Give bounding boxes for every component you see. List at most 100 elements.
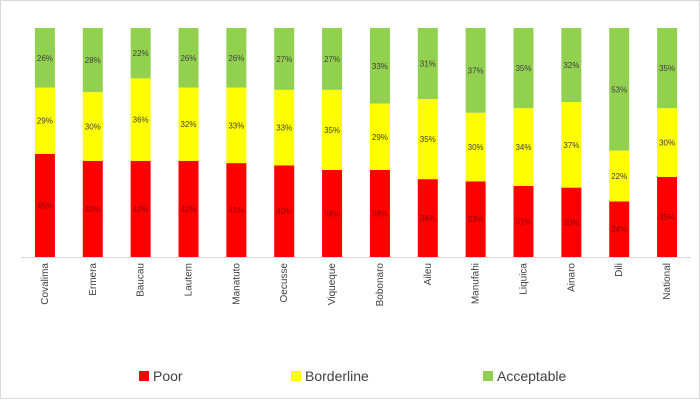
data-label-acceptable-liquica: 35%: [515, 64, 531, 73]
data-label-borderline-oecusse: 33%: [276, 124, 292, 133]
category-label-aileu: Aileu: [423, 263, 434, 285]
data-label-borderline-national: 30%: [659, 139, 675, 148]
legend: Poor Borderline Acceptable: [139, 368, 566, 384]
bar-poor-manatuto: [226, 163, 247, 257]
bar-poor-covalima: [34, 153, 55, 257]
bar-poor-ermera: [82, 160, 103, 257]
data-label-borderline-liquica: 34%: [515, 143, 531, 152]
data-label-borderline-dili: 22%: [611, 172, 627, 181]
category-label-oecusse: Oecusse: [279, 263, 290, 303]
bar-borderline-viqueque: [322, 89, 343, 170]
data-label-poor-lautem: 42%: [180, 205, 196, 214]
category-label-manufahi: Manufahi: [471, 263, 482, 304]
data-label-acceptable-covalima: 26%: [37, 54, 53, 63]
bar-poor-national: [657, 176, 678, 257]
bar-poor-ainaro: [561, 187, 582, 257]
bar-borderline-ermera: [82, 92, 103, 161]
data-label-poor-national: 35%: [659, 213, 675, 222]
bar-acceptable-manufahi: [465, 28, 486, 113]
data-label-borderline-lautem: 32%: [180, 120, 196, 129]
data-label-acceptable-baucau: 22%: [133, 49, 149, 58]
bar-acceptable-covalima: [34, 28, 55, 88]
bar-poor-lautem: [178, 160, 199, 257]
bar-borderline-manatuto: [226, 87, 247, 164]
legend-swatch-poor: [139, 371, 149, 381]
bar-poor-bobonaro: [369, 169, 390, 257]
data-label-poor-liquica: 31%: [515, 218, 531, 227]
category-label-national: National: [662, 263, 673, 300]
bar-poor-baucau: [130, 160, 151, 257]
category-label-liquica: Liquica: [519, 263, 530, 295]
data-label-borderline-covalima: 29%: [37, 117, 53, 126]
data-label-poor-aileu: 34%: [420, 214, 436, 223]
data-label-poor-covalima: 45%: [37, 201, 53, 210]
data-label-acceptable-ermera: 28%: [85, 56, 101, 65]
data-label-poor-manufahi: 33%: [468, 215, 484, 224]
data-label-borderline-viqueque: 35%: [324, 126, 340, 135]
bar-poor-dili: [609, 201, 630, 257]
data-label-borderline-manatuto: 33%: [228, 121, 244, 130]
bar-borderline-national: [657, 108, 678, 177]
data-label-borderline-bobonaro: 29%: [372, 133, 388, 142]
bar-acceptable-manatuto: [226, 28, 247, 88]
category-label-ainaro: Ainaro: [566, 263, 577, 292]
data-label-poor-oecusse: 40%: [276, 207, 292, 216]
bar-acceptable-bobonaro: [369, 28, 390, 104]
data-label-borderline-aileu: 35%: [420, 135, 436, 144]
bar-borderline-bobonaro: [369, 103, 390, 170]
bar-acceptable-national: [657, 28, 678, 109]
data-label-poor-bobonaro: 38%: [372, 209, 388, 218]
data-label-borderline-ainaro: 37%: [563, 141, 579, 150]
bar-poor-liquica: [513, 186, 534, 257]
bar-borderline-baucau: [130, 78, 151, 161]
category-label-baucau: Baucau: [136, 263, 147, 297]
bar-borderline-covalima: [34, 87, 55, 154]
category-label-dili: Dili: [614, 263, 625, 277]
bar-borderline-manufahi: [465, 112, 486, 182]
bar-poor-aileu: [417, 179, 438, 257]
bar-poor-oecusse: [274, 165, 295, 257]
data-label-acceptable-viqueque: 27%: [324, 55, 340, 64]
bar-acceptable-liquica: [513, 28, 534, 109]
bar-poor-viqueque: [322, 169, 343, 257]
bar-borderline-dili: [609, 150, 630, 202]
bar-borderline-liquica: [513, 108, 534, 187]
bars-group: 45% 29% 26% 42% 30% 28% 42% 36% 22% 42% 32% 26% 41% 3…: [34, 28, 678, 257]
bar-acceptable-aileu: [417, 28, 438, 99]
legend-swatch-acceptable: [483, 371, 493, 381]
bar-acceptable-oecusse: [274, 28, 295, 90]
category-label-covalima: Covalima: [40, 263, 51, 305]
bar-acceptable-lautem: [178, 28, 199, 88]
bar-acceptable-dili: [609, 28, 630, 151]
data-label-borderline-ermera: 30%: [85, 122, 101, 131]
category-label-viqueque: Viqueque: [327, 263, 338, 306]
legend-label-poor: Poor: [153, 368, 183, 384]
bar-borderline-aileu: [417, 98, 438, 180]
data-label-acceptable-national: 35%: [659, 64, 675, 73]
category-labels-group: Covalima Ermera Baucau Lautem Manatuto Oecuss…: [40, 263, 673, 307]
data-label-acceptable-manufahi: 37%: [468, 66, 484, 75]
bar-acceptable-ermera: [82, 28, 103, 93]
data-label-poor-dili: 24%: [611, 225, 627, 234]
legend-swatch-borderline: [291, 371, 301, 381]
data-label-acceptable-aileu: 31%: [420, 59, 436, 68]
bar-borderline-ainaro: [561, 102, 582, 188]
bar-borderline-oecusse: [274, 89, 295, 166]
category-label-bobonaro: Bobonaro: [375, 263, 386, 307]
data-label-acceptable-lautem: 26%: [180, 54, 196, 63]
data-label-acceptable-manatuto: 26%: [228, 54, 244, 63]
legend-label-acceptable: Acceptable: [497, 368, 566, 384]
data-label-acceptable-bobonaro: 33%: [372, 62, 388, 71]
data-label-acceptable-oecusse: 27%: [276, 55, 292, 64]
bar-borderline-lautem: [178, 87, 199, 161]
bar-acceptable-ainaro: [561, 28, 582, 103]
data-label-poor-manatuto: 41%: [228, 206, 244, 215]
data-label-poor-ermera: 42%: [85, 205, 101, 214]
data-label-poor-baucau: 42%: [133, 205, 149, 214]
data-label-acceptable-ainaro: 32%: [563, 61, 579, 70]
bar-acceptable-viqueque: [322, 28, 343, 90]
bar-poor-manufahi: [465, 181, 486, 257]
data-label-poor-ainaro: 30%: [563, 218, 579, 227]
